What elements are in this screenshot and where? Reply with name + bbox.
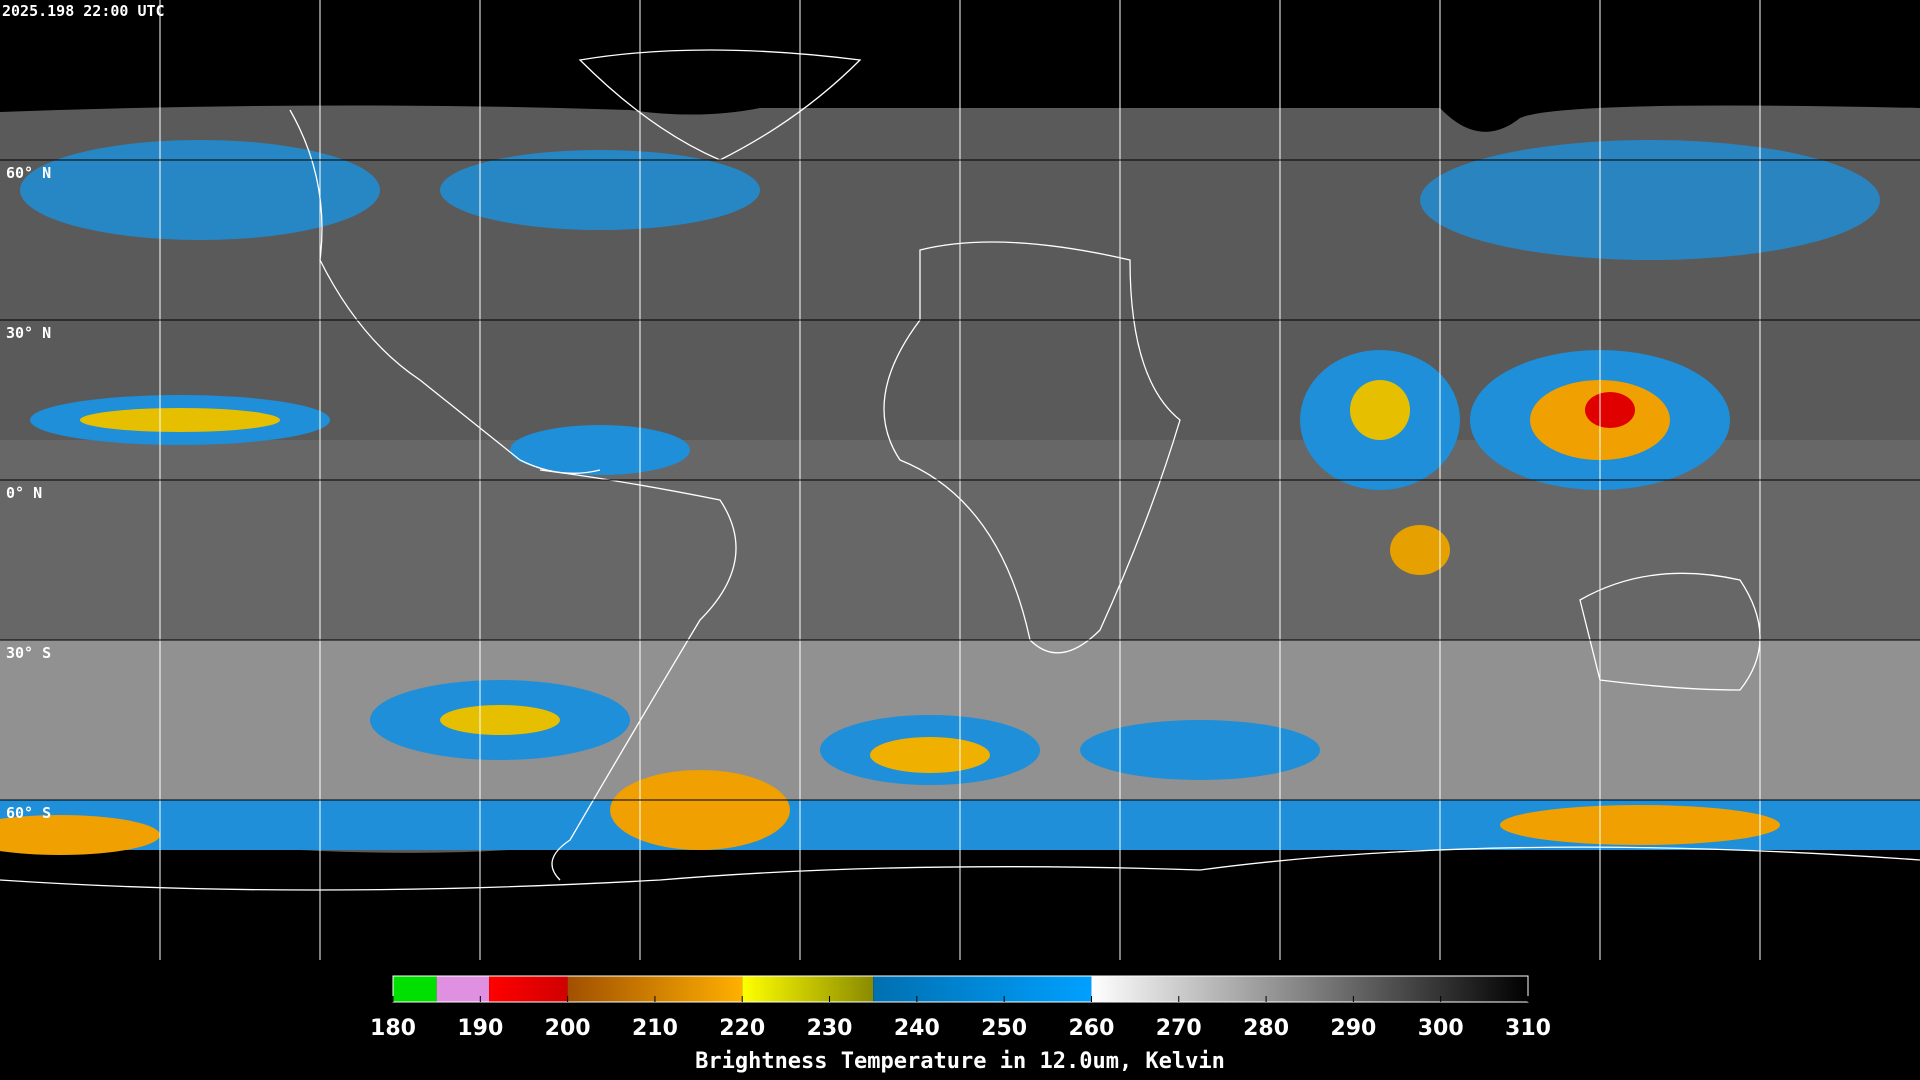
colorbar-tick-label: 200: [545, 1016, 591, 1041]
colorbar-tick-label: 250: [981, 1016, 1027, 1041]
colorbar-tick-label: 270: [1156, 1016, 1202, 1041]
latitude-label: 30° S: [6, 644, 51, 662]
colorbar: 180 190 200 210 220 230 240 250 260 270 280 290 300 3…: [370, 975, 1551, 1041]
colorbar-segment: [873, 976, 1092, 1002]
latitude-label: 0° N: [6, 484, 42, 502]
colorbar-segment: [489, 976, 568, 1002]
cloud-core: [1585, 392, 1635, 428]
colorbar-segment: [742, 976, 874, 1002]
colorbar-segment: [1091, 976, 1528, 1002]
latitude-label: 30° N: [6, 324, 51, 342]
coastline: [578, 49, 862, 161]
colorbar-tick-label: 240: [894, 1016, 940, 1041]
cloud-core: [610, 770, 790, 850]
cloud-core: [870, 737, 990, 773]
cloud-band: [20, 140, 380, 240]
cloud-core: [1390, 525, 1450, 575]
coastline: [883, 241, 1181, 654]
cloud-core: [1500, 805, 1780, 845]
colorbar-tick-label: 230: [807, 1016, 853, 1041]
colorbar-tick-label: 220: [719, 1016, 765, 1041]
graticule: [0, 0, 1920, 960]
colorbar-title: Brightness Temperature in 12.0um, Kelvin: [695, 1049, 1225, 1074]
colorbar-tick-label: 210: [632, 1016, 678, 1041]
cloud-core: [80, 408, 280, 432]
cloud-band: [510, 425, 690, 475]
colorbar-segment: [436, 976, 490, 1002]
colorbar-tick-label: 300: [1418, 1016, 1464, 1041]
cloud-band: [1080, 720, 1320, 780]
colorbar-tick-label: 290: [1330, 1016, 1376, 1041]
colorbar-tick-label: 310: [1505, 1016, 1551, 1041]
colorbar-frame: [392, 975, 1529, 1003]
latitude-labels: 60° N 30° N 0° N 30° S 60° S: [6, 164, 51, 822]
cloud-core: [440, 705, 560, 735]
cloud-band: [440, 150, 760, 230]
coastline: [539, 469, 737, 881]
colorbar-tick-label: 280: [1243, 1016, 1289, 1041]
latitude-label: 60° S: [6, 804, 51, 822]
colorbar-segment: [393, 976, 437, 1002]
coastline: [289, 109, 601, 474]
coastline: [0, 846, 1920, 891]
latitude-label: 60° N: [6, 164, 51, 182]
colorbar-tick-label: 260: [1068, 1016, 1114, 1041]
cloud-band: [1420, 140, 1880, 260]
colorbar-tick-label: 190: [457, 1016, 503, 1041]
colorbar-tick-label: 180: [370, 1016, 416, 1041]
cloud-core: [0, 815, 160, 855]
timestamp: 2025.198 22:00 UTC: [2, 2, 165, 20]
cloud-core: [1350, 380, 1410, 440]
